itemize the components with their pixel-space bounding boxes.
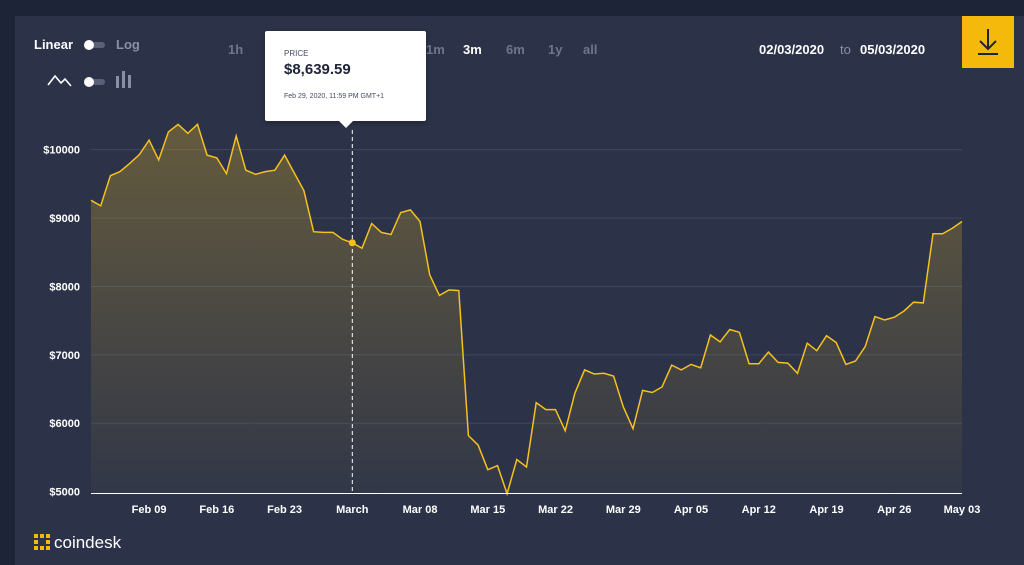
tooltip-date: Feb 29, 2020, 11:59 PM GMT+1	[284, 93, 385, 100]
scale-log-label[interactable]: Log	[116, 37, 140, 52]
x-tick-label: May 03	[944, 504, 981, 516]
y-tick-label: $5000	[49, 487, 80, 499]
y-tick-label: $9000	[49, 213, 80, 225]
y-tick-label: $6000	[49, 418, 80, 430]
range-all-button[interactable]: all	[583, 42, 598, 57]
download-icon	[978, 29, 998, 55]
scale-toggle[interactable]	[84, 40, 105, 50]
tooltip-value: $8,639.59	[284, 61, 351, 78]
date-from[interactable]: 02/03/2020	[759, 42, 825, 57]
tooltip-label: PRICE	[284, 49, 309, 58]
range-1m-button[interactable]: 1m	[426, 42, 445, 57]
x-axis: Feb 09 Feb 16 Feb 23 March Mar 08 Mar 15 Mar 2…	[132, 504, 981, 516]
x-tick-label: Mar 22	[538, 504, 573, 516]
scale-linear-label[interactable]: Linear	[34, 37, 74, 52]
range-1y-button[interactable]: 1y	[548, 42, 563, 57]
x-tick-label: Mar 08	[403, 504, 438, 516]
x-tick-label: March	[336, 504, 369, 516]
x-tick-label: Feb 16	[199, 504, 234, 516]
y-tick-label: $7000	[49, 350, 80, 362]
chart-type-toggle[interactable]	[84, 77, 105, 87]
x-tick-label: Mar 29	[606, 504, 641, 516]
y-tick-label: $10000	[43, 145, 80, 157]
download-button[interactable]	[962, 16, 1014, 68]
hover-point	[348, 239, 356, 247]
range-3m-button[interactable]: 3m	[463, 42, 482, 57]
x-tick-label: Apr 19	[809, 504, 843, 516]
price-area	[91, 124, 962, 494]
range-1h-button[interactable]: 1h	[228, 42, 244, 57]
price-line	[90, 123, 963, 497]
price-tooltip: PRICE $8,639.59 Feb 29, 2020, 11:59 PM G…	[265, 31, 426, 128]
date-to[interactable]: 05/03/2020	[860, 42, 926, 57]
candlestick-icon[interactable]	[114, 70, 134, 90]
x-tick-label: Apr 05	[674, 504, 708, 516]
x-tick-label: Apr 26	[877, 504, 911, 516]
line-chart-icon[interactable]	[47, 71, 73, 89]
coindesk-logo[interactable]: coindesk	[34, 533, 121, 553]
x-tick-label: Feb 09	[132, 504, 167, 516]
coindesk-logo-icon	[34, 534, 50, 550]
brand-name: coindesk	[54, 533, 122, 552]
range-6m-button[interactable]: 6m	[506, 42, 525, 57]
x-tick-label: Mar 15	[470, 504, 505, 516]
date-to-separator: to	[840, 42, 851, 57]
y-axis: $5000 $6000 $7000 $8000 $9000 $10000	[43, 145, 80, 499]
x-tick-label: Apr 12	[742, 504, 776, 516]
x-tick-label: Feb 23	[267, 504, 302, 516]
y-tick-label: $8000	[49, 281, 80, 293]
